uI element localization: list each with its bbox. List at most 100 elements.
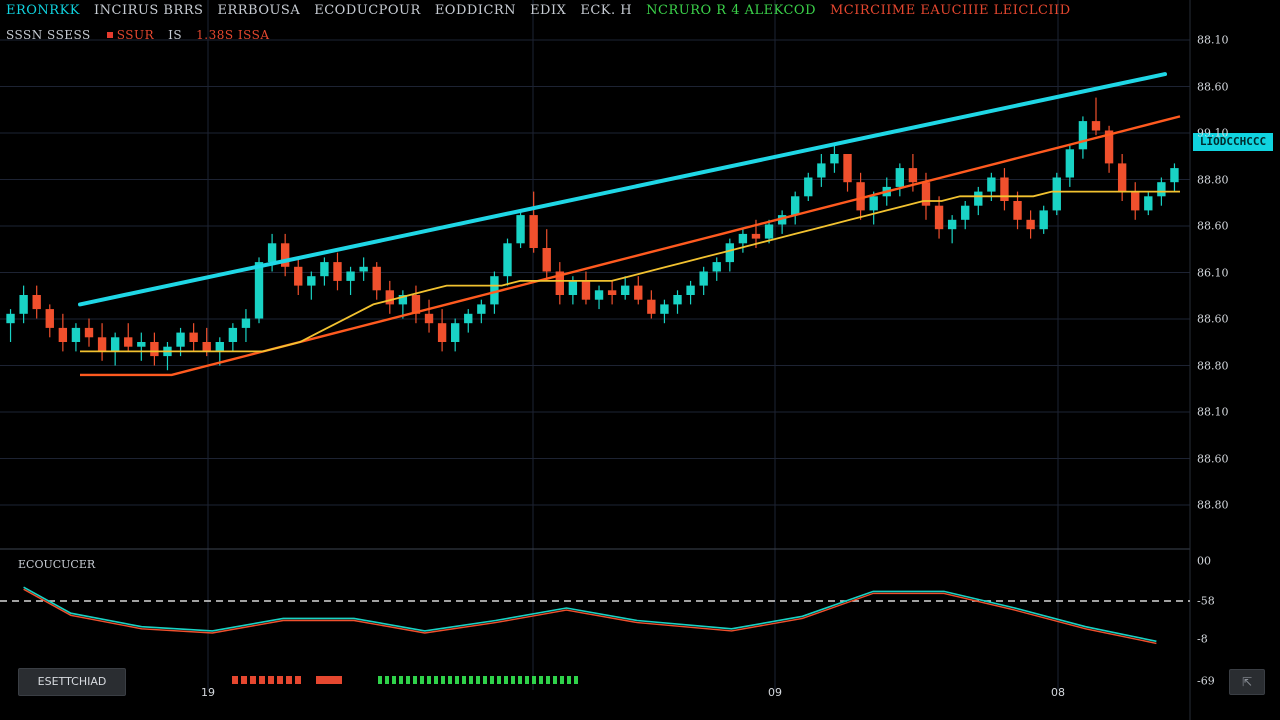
candle-body: [634, 285, 643, 300]
candle-body: [1026, 219, 1035, 230]
candle-body: [1131, 191, 1140, 211]
candle-body: [346, 271, 355, 281]
candle-body: [869, 196, 878, 211]
candle-body: [372, 266, 381, 291]
candle-body: [555, 271, 564, 295]
grid: [0, 0, 1190, 690]
candle-body: [280, 243, 290, 267]
candles: [6, 97, 1179, 371]
candle-body: [1000, 177, 1009, 201]
candle-body: [1104, 130, 1114, 164]
candle-body: [516, 215, 525, 244]
candle-body: [660, 304, 669, 314]
candle-body: [202, 342, 211, 352]
expand-button[interactable]: ⇱: [1229, 669, 1265, 695]
price-tick-label: 88.60: [1197, 80, 1229, 93]
candle-body: [267, 243, 277, 263]
time-tick-label: 19: [201, 686, 215, 699]
candle-body: [84, 327, 94, 338]
candle-body: [385, 290, 394, 305]
record-dot-icon: [106, 32, 113, 38]
candle-body: [961, 205, 970, 220]
candle-body: [1052, 177, 1061, 211]
candle-body: [607, 290, 617, 295]
candle-body: [176, 332, 185, 347]
header-segment: ERONRKK: [6, 3, 81, 18]
candle-body: [307, 276, 316, 286]
candle-body: [712, 262, 721, 272]
ma-slow-line: [80, 115, 1181, 377]
price-tick-label: 88.10: [1197, 405, 1229, 419]
candle-body: [294, 266, 303, 286]
expand-icon: ⇱: [1241, 675, 1253, 689]
candle-body: [673, 295, 682, 305]
price-tick-label: 88.80: [1197, 498, 1229, 512]
candle-body: [19, 295, 28, 314]
status-strip-red: [232, 676, 302, 684]
time-tick-label: 09: [768, 686, 782, 699]
candle-body: [503, 243, 512, 277]
price-tick-label: 88.60: [1197, 219, 1229, 233]
settings-button[interactable]: ESETTCHIAD: [18, 668, 126, 696]
candle-body: [542, 248, 551, 272]
candle-body: [6, 313, 15, 324]
oscillator-line-b: [23, 588, 1157, 645]
trendline[interactable]: [78, 72, 1167, 307]
candle-body: [1157, 182, 1166, 197]
header-segment: NCRURO R 4 ALEKCOD: [646, 3, 816, 18]
candle-body: [320, 262, 329, 277]
candle-body: [895, 168, 905, 187]
candle-body: [1144, 196, 1153, 211]
candle-body: [1091, 121, 1101, 131]
candle-body: [764, 224, 774, 239]
header-segment: ECK. H: [580, 3, 633, 18]
candle-body: [1039, 210, 1048, 230]
candle-body: [450, 323, 460, 342]
header-line-1: ERONRKK INCIRUS BRRS ERRBOUSA ECODUCPOUR EOD…: [6, 3, 1085, 18]
candle-body: [987, 177, 996, 192]
candle-body: [699, 271, 708, 286]
candle-body: [830, 154, 839, 164]
candle-body: [804, 177, 813, 197]
candle-body: [490, 276, 499, 305]
candle-body: [686, 285, 695, 295]
candle-body: [110, 337, 120, 352]
candle-body: [791, 196, 800, 216]
candle-body: [817, 163, 826, 178]
candle-body: [137, 342, 146, 347]
header-segment: EODDICRN: [434, 3, 517, 18]
candle-body: [1013, 201, 1022, 220]
price-tick-label: 86.10: [1197, 266, 1229, 279]
header-segment: SSUR: [116, 28, 155, 42]
status-strip-red-block: [316, 676, 342, 684]
candle-body: [777, 215, 787, 225]
candle-body: [568, 280, 578, 295]
candle-body: [359, 266, 368, 272]
header-segment: ERRBOUSA: [217, 3, 301, 18]
header-line-2: SSSN SSESS SSUR IS 1.38S ISSA: [6, 28, 284, 42]
candle-body: [254, 262, 264, 319]
oscillator-title: ECOUCUCER: [18, 558, 96, 571]
oscillator-tick-label: 00: [1197, 554, 1211, 568]
last-price-tag: LIODCCHCCC: [1193, 133, 1273, 151]
candle-body: [333, 262, 342, 281]
candle-body: [437, 323, 447, 342]
header-segment: SSSN SSESS: [6, 28, 91, 42]
candle-body: [529, 215, 538, 248]
price-tick-label: 88.10: [1197, 33, 1229, 47]
header-segment: IS: [168, 28, 183, 42]
candle-body: [934, 205, 944, 230]
candle-body: [947, 219, 957, 230]
candle-body: [1065, 149, 1075, 178]
candle-body: [738, 233, 748, 244]
candle-body: [32, 295, 41, 310]
candle-body: [189, 332, 198, 342]
candle-body: [45, 309, 54, 328]
candle-body: [725, 243, 735, 263]
candle-body: [647, 299, 656, 314]
price-tick-label: 88.80: [1197, 359, 1229, 372]
candle-body: [97, 337, 107, 352]
header-segment: INCIRUS BRRS: [94, 3, 204, 18]
price-tick-label: 99.10: [1197, 126, 1229, 140]
candle-body: [124, 337, 133, 347]
